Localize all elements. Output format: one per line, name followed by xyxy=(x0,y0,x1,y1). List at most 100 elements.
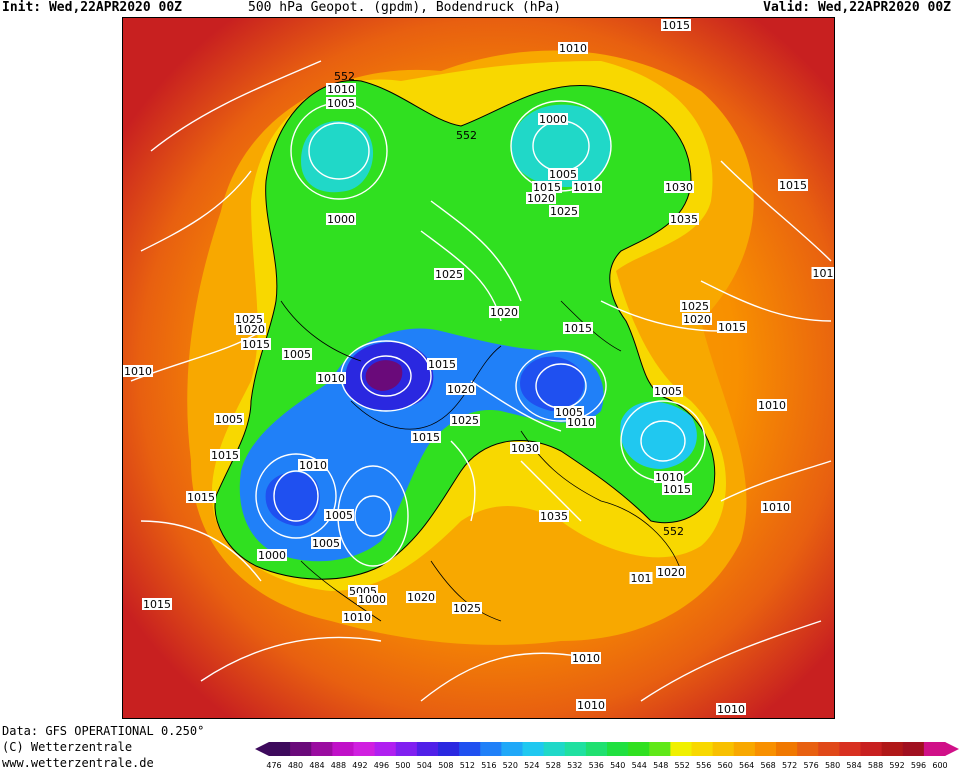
pressure-label: 1035 xyxy=(540,510,568,523)
pressure-label-bg xyxy=(282,348,312,360)
blue-polar-vortex xyxy=(239,328,604,562)
pressure-label: 1005 xyxy=(325,509,353,522)
colorbar-tick-label: 584 xyxy=(846,761,861,770)
pressure-label: 1020 xyxy=(237,323,265,336)
pressure-label-bg xyxy=(326,213,356,225)
colorbar-tick-label: 508 xyxy=(438,761,453,770)
pressure-label: 1005 xyxy=(549,168,577,181)
pressure-label-bg xyxy=(653,385,683,397)
colorbar-tick-label: 568 xyxy=(760,761,775,770)
contour-label-552-east: 552 xyxy=(663,525,684,538)
pressure-label-bg xyxy=(234,313,264,325)
chart-title: 500 hPa Geopot. (gpdm), Bodendruck (hPa) xyxy=(248,0,562,15)
colorbar-swatch xyxy=(754,742,777,756)
colorbar-tick-label: 600 xyxy=(932,761,947,770)
pressure-label-bg xyxy=(186,491,216,503)
colorbar-tick-label: 484 xyxy=(309,761,324,770)
pressure-label-bg xyxy=(571,652,601,664)
pressure-label-bg xyxy=(450,414,480,426)
pressure-label: 1015 xyxy=(412,431,440,444)
colorbar-swatch xyxy=(543,742,566,756)
colorbar-tick-label: 548 xyxy=(653,761,668,770)
pressure-label: 1010 xyxy=(572,652,600,665)
colorbar-swatch xyxy=(290,742,312,756)
colorbar-swatch xyxy=(712,742,735,756)
pressure-label: 1010 xyxy=(567,416,595,429)
pressure-label: 1015 xyxy=(779,179,807,192)
colorbar-tick-label: 492 xyxy=(352,761,367,770)
pressure-label: 1000 xyxy=(327,213,355,226)
colorbar-swatch xyxy=(585,742,608,756)
colorbar-swatch xyxy=(691,742,714,756)
pressure-label: 1010 xyxy=(758,399,786,412)
pressure-label-bg xyxy=(761,501,791,513)
pressure-label: 1015 xyxy=(143,598,171,611)
colorbar-tick-label: 480 xyxy=(288,761,303,770)
pressure-label-bg xyxy=(510,442,540,454)
pressure-label: 1025 xyxy=(235,313,263,326)
cyan-low-siberia xyxy=(620,401,697,469)
pressure-label: 1015 xyxy=(211,449,239,462)
pressure-label-bg xyxy=(298,459,328,471)
pressure-label-bg xyxy=(236,323,266,335)
website-link[interactable]: www.wetterzentrale.de xyxy=(2,756,154,770)
colorbar-swatch xyxy=(438,742,460,756)
colorbar-swatch xyxy=(395,742,418,756)
pressure-label-bg xyxy=(526,192,556,204)
pressure-label: 1015 xyxy=(533,181,561,194)
pressure-label: 1020 xyxy=(490,306,518,319)
pressure-label: 1010 xyxy=(299,459,327,472)
pressure-label: 1025 xyxy=(451,414,479,427)
pressure-label: 1010 xyxy=(124,365,152,378)
pressure-label: 1015 xyxy=(564,322,592,335)
pressure-label-bg xyxy=(654,471,684,483)
pressure-label-bg xyxy=(656,566,686,578)
pressure-label: 1020 xyxy=(657,566,685,579)
pressure-label-bg xyxy=(629,572,653,584)
colorbar-swatch xyxy=(353,742,376,756)
pressure-label: 1015 xyxy=(663,483,691,496)
data-source-label: Data: GFS OPERATIONAL 0.250° xyxy=(2,724,205,738)
colorbar-tick-label: 556 xyxy=(696,761,711,770)
pressure-label-bg xyxy=(411,431,441,443)
geopotential-map-canvas: 552 552 552 1015 1010 1010 1005 1000 1005 1010… xyxy=(123,18,834,718)
pressure-label-bg xyxy=(210,449,240,461)
pressure-label: 1000 xyxy=(539,113,567,126)
pressure-label-bg xyxy=(549,205,579,217)
colorbar-tick-label: 512 xyxy=(460,761,475,770)
colorbar-tick-label: 576 xyxy=(803,761,818,770)
pressure-label: 101 xyxy=(631,572,652,585)
pressure-label: 1020 xyxy=(447,383,475,396)
colorbar-swatch xyxy=(416,742,439,756)
colorbar-swatch xyxy=(902,742,925,756)
pressure-label-bg xyxy=(538,113,568,125)
pressure-label: 1010 xyxy=(327,83,355,96)
pressure-label-bg xyxy=(142,598,172,610)
pressure-label-bg xyxy=(357,593,387,605)
pressure-label: 1015 xyxy=(718,321,746,334)
pressure-label-bg xyxy=(406,591,436,603)
colorbar-tick-label: 596 xyxy=(911,761,926,770)
colorbar-tick-label: 544 xyxy=(632,761,647,770)
weather-map[interactable]: 552 552 552 1015 1010 1010 1005 1000 1005 1010… xyxy=(122,17,835,719)
pressure-label-bg xyxy=(539,510,569,522)
colorbar-tick-label: 516 xyxy=(481,761,496,770)
pressure-label: 1010 xyxy=(317,372,345,385)
colorbar-tick-label: 524 xyxy=(524,761,539,770)
pressure-label-bg xyxy=(716,703,746,715)
pressure-label-bg xyxy=(311,537,341,549)
pressure-label: 1025 xyxy=(550,205,578,218)
colorbar-swatch xyxy=(923,742,946,756)
colorbar-swatch xyxy=(522,742,545,756)
colorbar-tick-label: 496 xyxy=(374,761,389,770)
pressure-label: 1035 xyxy=(670,213,698,226)
colorbar-swatch xyxy=(480,742,502,756)
pressure-label: 1020 xyxy=(407,591,435,604)
colorbar-tick-label: 532 xyxy=(567,761,582,770)
pressure-label-bg xyxy=(326,97,356,109)
pressure-label-bg xyxy=(489,306,519,318)
pressure-label: 101 xyxy=(813,267,834,280)
contour-label-552-north: 552 xyxy=(334,70,355,83)
pressure-label-bg xyxy=(661,19,691,31)
contour-label-552: 552 xyxy=(456,129,477,142)
